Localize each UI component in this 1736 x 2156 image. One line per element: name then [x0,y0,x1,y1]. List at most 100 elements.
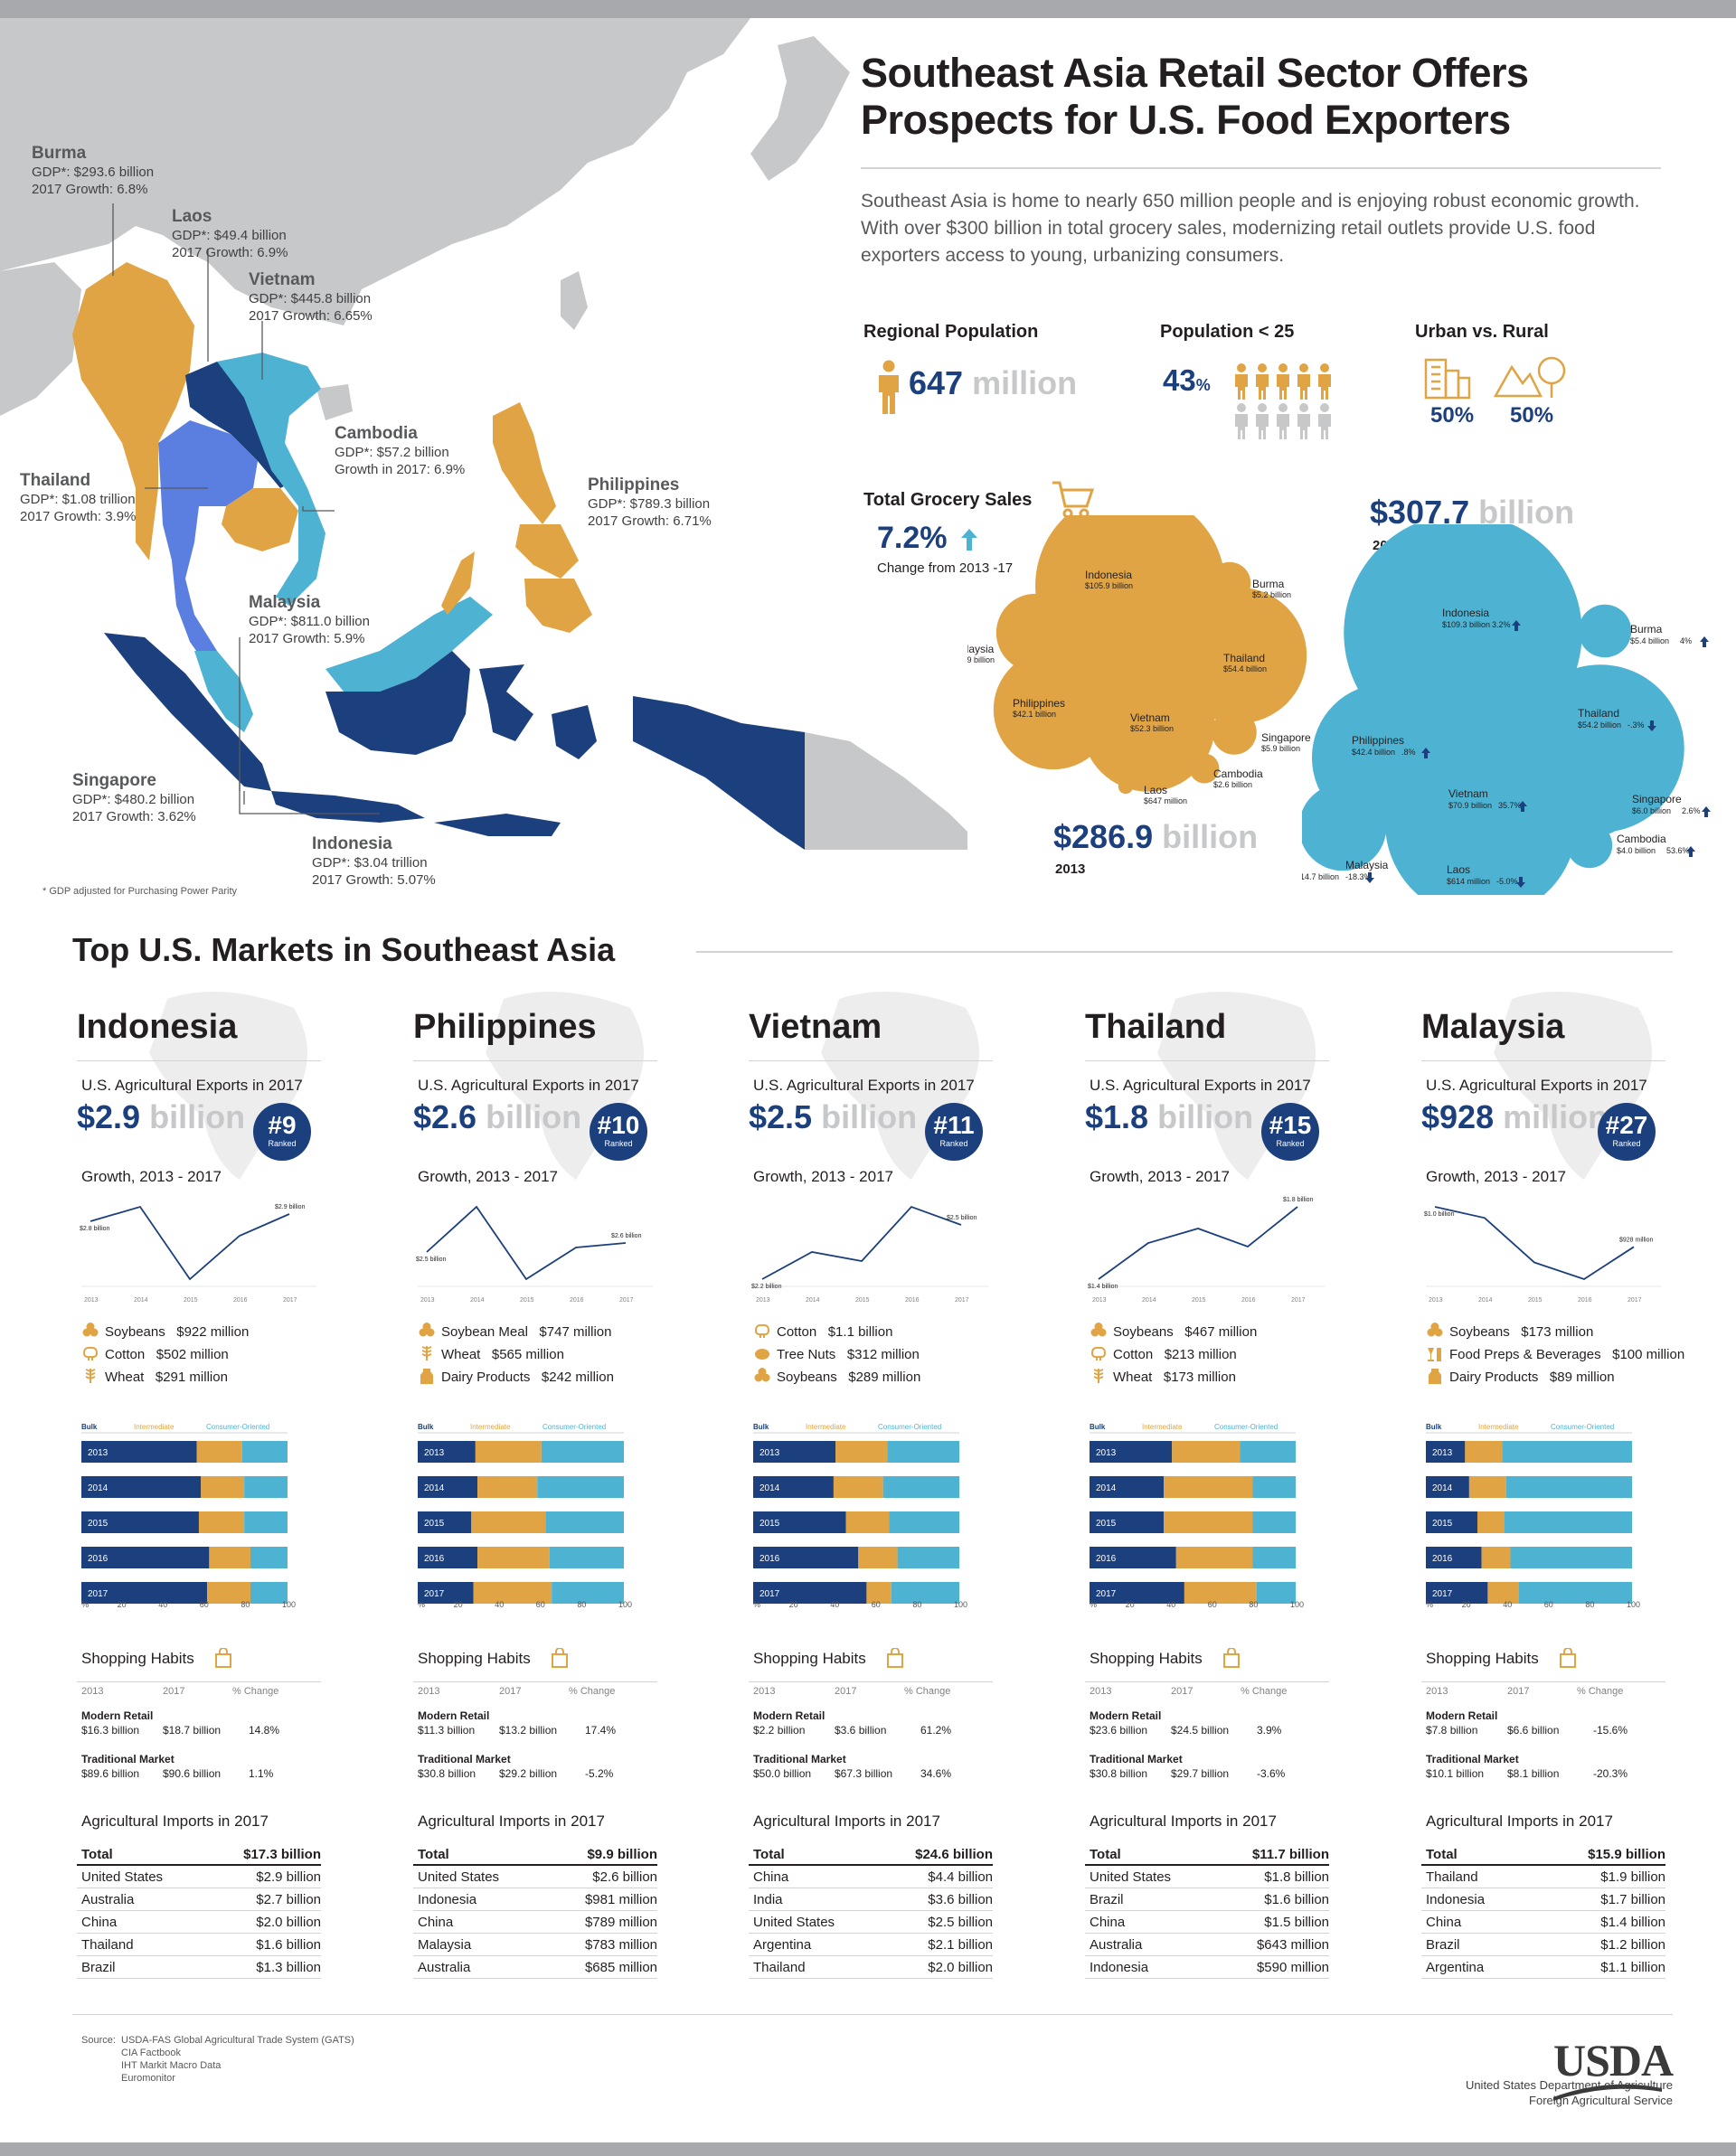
map-cambodia [222,488,298,551]
population-under-25-unit: % [1195,376,1211,394]
bar-consumer-oriented [552,1582,624,1604]
map-label-philippines-gdp: GDP*: $789.3 billion [588,496,711,512]
shop-header-2017: 2017 [1507,1686,1530,1697]
bar-axis-tick: 40 [158,1600,167,1609]
growth-year-tick: 2016 [570,1297,584,1304]
people-icon [1235,363,1331,439]
bubble-2017-burma [1578,604,1632,658]
map-label-burma: Burma GDP*: $293.6 billion 2017 Growth: 6.… [32,143,154,198]
bar-bulk [1090,1511,1165,1533]
shopping-divider [413,1681,657,1682]
shop-header-2013: 2013 [1426,1686,1448,1697]
person-head [1278,363,1288,372]
imports-row: Thailand $2.0 billion [749,1957,993,1979]
grocery-bubbles-2013: Indonesia$105.9 billion Burma$5.2 billion… [967,515,1311,805]
imports-country: Australia [81,1892,135,1907]
imports-row: United States $2.5 billion [749,1912,993,1934]
shop-traditional-change: 1.1% [249,1767,274,1780]
bubble-2013-laos-name: Laos [1144,784,1167,796]
imports-country: Brazil [1426,1937,1460,1953]
imports-row: Australia $643 million [1085,1935,1329,1956]
map-taiwan [561,271,588,330]
bubble-2017-philippines-change: .8% [1401,748,1416,757]
map-philippines-visayas [515,524,579,579]
map-label-philippines: Philippines GDP*: $789.3 billion 2017 Grow… [588,475,712,530]
shop-traditional-market-label: Traditional Market [1426,1753,1519,1765]
product-name: Cotton [1113,1347,1154,1362]
legend-consumer-oriented: Consumer-Oriented [206,1423,269,1431]
product-name: Soybean Meal [441,1324,528,1340]
market-column-indonesia: Indonesia U.S. Agricultural Exports in 20… [77,981,348,1993]
market-column-vietnam: Vietnam U.S. Agricultural Exports in 2017… [749,981,1020,1993]
bubble-2017-indonesia-name: Indonesia [1442,607,1489,619]
shop-traditional-change: -5.2% [585,1767,614,1780]
shop-modern-2013: $2.2 billion [753,1724,806,1737]
cotton-icon [754,1323,770,1338]
growth-year-tick: 2013 [1429,1297,1443,1304]
imports-row: United States $2.9 billion [77,1867,321,1888]
map-label-vietnam: Vietnam GDP*: $445.8 billion 2017 Growth: … [249,269,373,325]
product-row: Soybeans $467 million [1090,1323,1257,1340]
bubble-2017-singapore [1572,779,1628,835]
bar-axis-tick: % [81,1600,89,1609]
shop-traditional-market-label: Traditional Market [418,1753,511,1765]
market-name: Philippines [413,1008,597,1046]
map-label-indonesia: Indonesia GDP*: $3.04 trillion 2017 Growth… [312,833,436,889]
product-value: $100 million [1612,1347,1685,1362]
imports-row: Indonesia $1.7 billion [1421,1889,1665,1911]
bubble-2013-thailand-value: $54.4 billion [1223,664,1267,673]
market-column-philippines: Philippines U.S. Agricultural Exports in … [413,981,684,1993]
shop-traditional-2013: $89.6 billion [81,1767,140,1780]
title-divider [861,167,1661,169]
bar-year-label: 2013 [1432,1448,1453,1458]
grocery-total-2013: $286.9 billion [1053,818,1258,856]
legend-consumer-oriented: Consumer-Oriented [542,1423,606,1431]
map-label-vietnam-gdp: GDP*: $445.8 billion [249,291,372,306]
exports-figure: $928 million [1421,1098,1608,1136]
bar-year-label: 2015 [88,1519,108,1529]
shopping-habits-label: Shopping Habits [1090,1650,1203,1667]
bar-year-label: 2015 [1096,1519,1117,1529]
exports-unit: million [1503,1098,1609,1135]
person-head [1278,403,1288,412]
bar-bulk [418,1476,478,1498]
bar-axis-tick: % [1426,1600,1433,1609]
grocery-change-label: Change from 2013 -17 [877,560,1014,576]
map-label-malaysia-growth: 2017 Growth: 5.9% [249,631,365,646]
shop-traditional-2017: $29.2 billion [499,1767,558,1780]
imports-country: India [753,1892,783,1907]
dairy-icon [420,1369,433,1384]
bar-consumer-oriented [537,1476,624,1498]
imports-value: $783 million [584,1937,657,1953]
bar-intermediate [477,1476,538,1498]
usda-logo-swoosh [1553,2084,1662,2101]
map-philippines-palawan [441,551,475,615]
bar-consumer-oriented [1252,1511,1296,1533]
bar-intermediate [196,1441,242,1463]
shop-modern-change: 14.8% [249,1724,280,1737]
market-name-divider [1421,1060,1665,1061]
imports-row: China $789 million [413,1912,657,1934]
bar-bulk [753,1582,867,1604]
source-label-row: Source: USDA-FAS Global Agricultural Tra… [81,2034,354,2047]
shopping-cart-icon [1052,481,1094,519]
bar-axis-tick: 40 [495,1600,504,1609]
bar-year-label: 2015 [424,1519,445,1529]
growth-year-tick: 2014 [134,1297,148,1304]
product-value: $89 million [1549,1370,1615,1385]
shop-traditional-2013: $30.8 billion [418,1767,476,1780]
imports-country: United States [753,1915,835,1930]
exports-unit: billion [1157,1098,1254,1135]
wheat-icon [85,1369,96,1383]
map-label-cambodia-name: Cambodia [335,424,418,443]
growth-year-tick: 2014 [806,1297,820,1304]
rural-percent: 50% [1510,403,1554,428]
bubble-2013-vietnam-value: $52.3 billion [1130,724,1174,733]
bar-intermediate [207,1582,250,1604]
bar-bulk [1426,1582,1488,1604]
imports-country: United States [81,1869,164,1885]
bubble-2017-thailand-change: -.3% [1628,720,1645,730]
bar-bulk [1090,1476,1165,1498]
shopping-bag-icon [215,1648,231,1668]
bar-year-label: 2016 [88,1554,108,1564]
